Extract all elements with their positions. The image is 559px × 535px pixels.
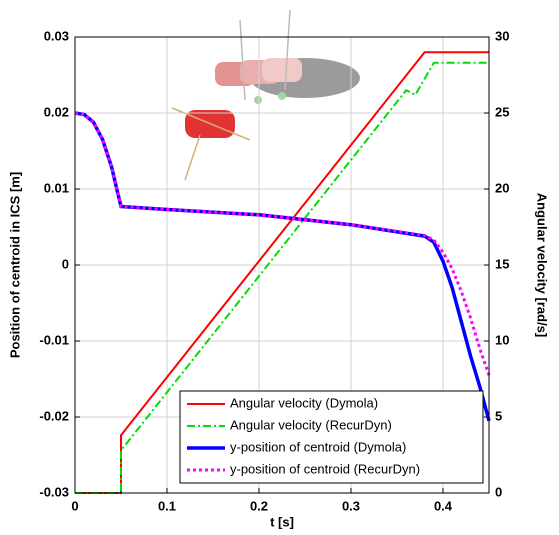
y2-tick-label: 25 xyxy=(495,104,509,119)
x-tick-label: 0.3 xyxy=(342,498,360,513)
x-axis-label: t [s] xyxy=(270,514,294,529)
y-tick-label: 0.02 xyxy=(44,104,69,119)
y-axis-label: Position of centroid in ICS [m] xyxy=(7,172,22,358)
plot-frame xyxy=(74,36,490,494)
y-tick-label: 0 xyxy=(62,256,69,271)
y2-tick-label: 15 xyxy=(495,256,509,271)
x-tick-label: 0.1 xyxy=(158,498,176,513)
series-line xyxy=(74,111,491,376)
legend-label: y-position of centroid (Dymola) xyxy=(230,439,406,454)
y-tick-label: -0.01 xyxy=(39,332,69,347)
y2-tick-label: 5 xyxy=(495,408,502,423)
y-tick-label: 0.01 xyxy=(44,180,69,195)
y2-tick-label: 30 xyxy=(495,28,509,43)
y2-tick-label: 20 xyxy=(495,180,509,195)
y-tick-label: -0.03 xyxy=(39,484,69,499)
x-tick-label: 0.2 xyxy=(250,498,268,513)
legend-label: y-position of centroid (RecurDyn) xyxy=(230,461,420,476)
legend-label: Angular velocity (Dymola) xyxy=(230,395,378,410)
legend-label: Angular velocity (RecurDyn) xyxy=(230,417,392,432)
legend-box xyxy=(179,390,484,484)
legend: Angular velocity (Dymola) Angular velocit… xyxy=(179,390,484,484)
y-tick-label: -0.02 xyxy=(39,408,69,423)
y2-tick-label: 0 xyxy=(495,484,502,499)
series-line xyxy=(74,111,491,422)
y2-axis-label: Angular velocity [rad/s] xyxy=(535,193,550,337)
x-tick-label: 0.4 xyxy=(434,498,453,513)
y-tick-label: 0.03 xyxy=(44,28,69,43)
inset-illustration xyxy=(171,9,360,181)
x-tick-label: 0 xyxy=(71,498,78,513)
y2-tick-label: 10 xyxy=(495,332,509,347)
series-line xyxy=(75,61,489,494)
